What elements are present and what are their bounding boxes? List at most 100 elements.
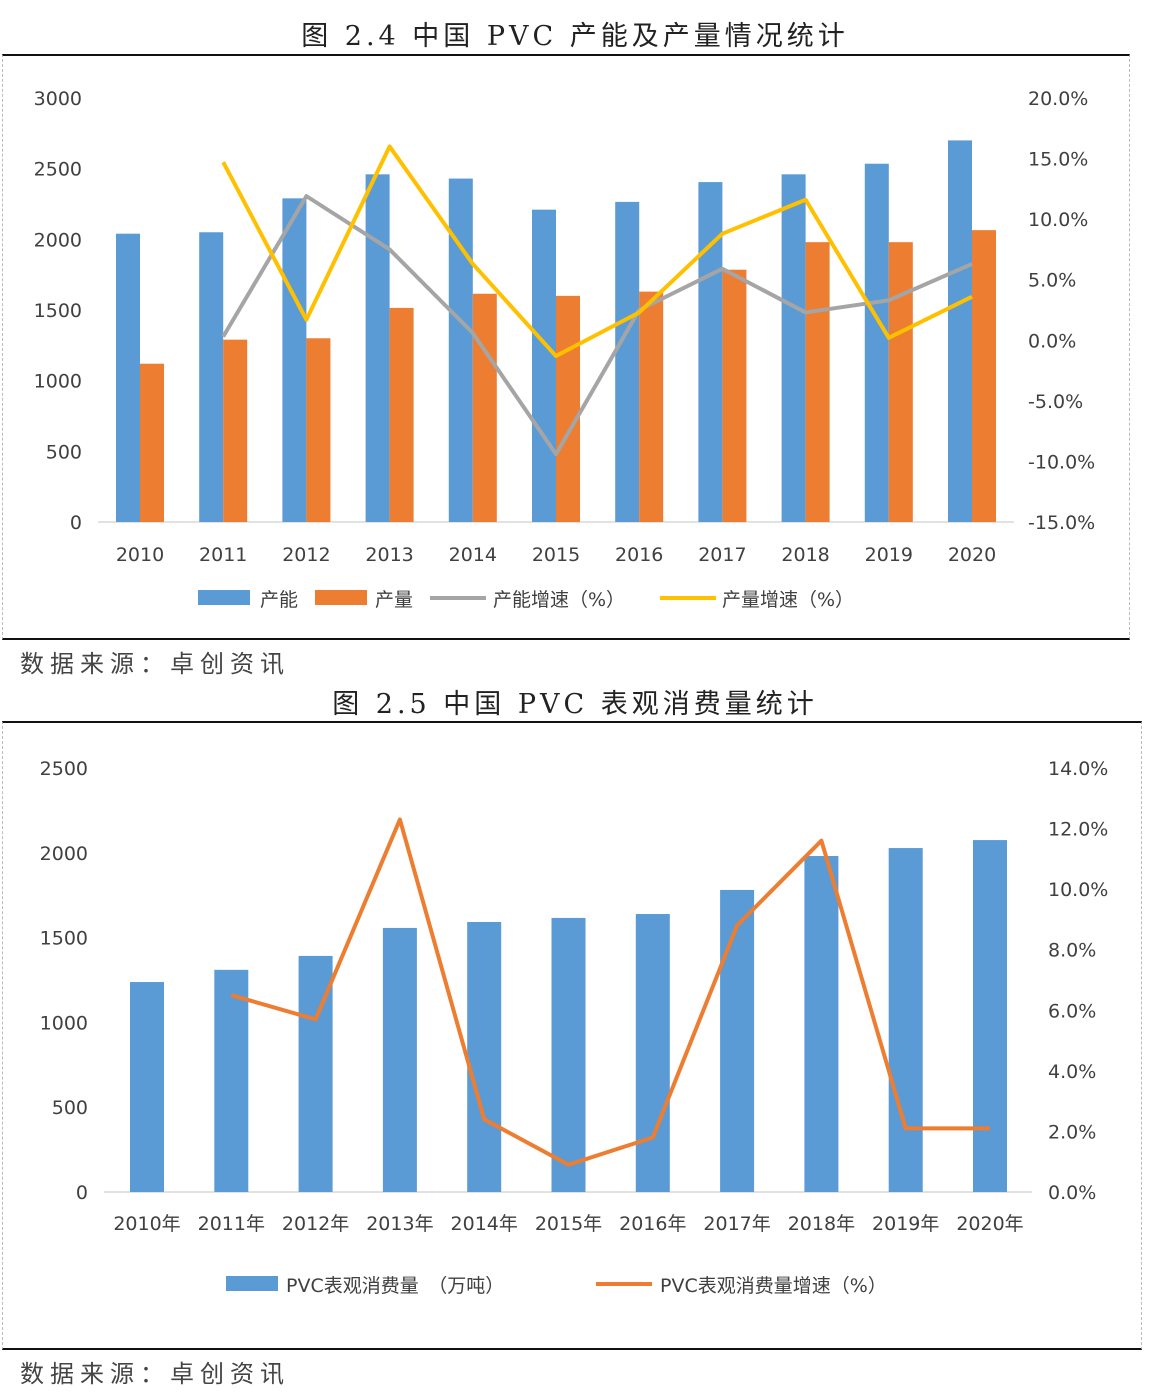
chart1-bar-0 — [948, 140, 972, 522]
chart2-bar-0 — [551, 917, 586, 1192]
chart2-x-tick-label: 2012年 — [282, 1213, 349, 1235]
chart1-right-tick-label: -15.0% — [1028, 512, 1095, 534]
chart1-left-tick-label: 500 — [46, 441, 82, 463]
chart1-legend-swatch — [198, 590, 250, 605]
chart1-bar-0 — [781, 174, 806, 522]
chart1-left-tick-label: 0 — [70, 512, 82, 534]
chart2-legend-label: PVC表观消费量增速（%） — [660, 1275, 887, 1297]
chart1-left-tick-label: 2000 — [34, 229, 82, 251]
chart1-x-tick-label: 2010 — [116, 544, 164, 566]
chart1-legend-swatch — [315, 590, 367, 605]
chart1-bar-1 — [556, 295, 580, 522]
chart1-bar-0 — [698, 182, 723, 523]
chart1-right-tick-label: -5.0% — [1028, 391, 1083, 413]
chart1-x-tick-label: 2013 — [365, 544, 413, 566]
chart1-left-tick-label: 2500 — [34, 159, 82, 181]
chart2-left-tick-label: 2500 — [40, 758, 88, 780]
chart2-legend-swatch — [226, 1276, 278, 1291]
chart1-bar-1 — [888, 242, 913, 522]
chart2-left-tick-label: 1000 — [40, 1012, 88, 1034]
chart1-right-tick-label: 20.0% — [1028, 88, 1088, 110]
chart1-bar-1 — [389, 307, 414, 522]
chart1-right-tick-label: 15.0% — [1028, 149, 1088, 171]
chart2-frame — [2, 721, 1142, 1350]
chart2-left-tick-label: 0 — [76, 1182, 88, 1204]
chart1-right-tick-label: 0.0% — [1028, 330, 1076, 352]
chart2-x-tick-label: 2016年 — [619, 1213, 686, 1235]
chart1-bar-0 — [282, 198, 307, 522]
chart2-bar-0 — [382, 927, 417, 1192]
chart2-right-tick-label: 4.0% — [1048, 1061, 1096, 1083]
chart1-line-2 — [221, 194, 973, 457]
chart1-left-tick-label: 1500 — [34, 300, 82, 322]
chart2-x-tick-label: 2020年 — [956, 1213, 1023, 1235]
chart1-right-tick-label: 10.0% — [1028, 209, 1088, 231]
chart1-bar-0 — [365, 174, 390, 522]
chart1-x-tick-label: 2018 — [781, 544, 829, 566]
chart1-x-tick-label: 2011 — [199, 544, 247, 566]
chart1-bar-0 — [532, 209, 556, 523]
chart2-right-tick-label: 12.0% — [1048, 819, 1108, 841]
chart2-bar-0 — [635, 914, 670, 1192]
chart2-bar-0 — [804, 856, 839, 1192]
chart1-bar-0 — [199, 232, 224, 522]
chart1-right-tick-label: -10.0% — [1028, 451, 1095, 473]
chart2-left-tick-label: 2000 — [40, 843, 88, 865]
chart2-x-tick-label: 2015年 — [535, 1213, 602, 1235]
chart1-x-tick-label: 2019 — [865, 544, 913, 566]
chart1-x-tick-label: 2016 — [615, 544, 663, 566]
chart2-bar-0 — [720, 889, 755, 1192]
chart2-bar-0 — [467, 921, 502, 1192]
chart2-bar-0 — [888, 848, 923, 1192]
chart1-bar-1 — [972, 230, 996, 522]
chart2-x-tick-label: 2013年 — [366, 1213, 433, 1235]
chart2-x-tick-label: 2011年 — [198, 1213, 265, 1235]
chart1-source: 数据来源：卓创资讯 — [20, 650, 290, 678]
chart1-frame — [2, 54, 1130, 640]
chart1-legend-label: 产能增速（%） — [493, 589, 625, 611]
chart2-right-tick-label: 8.0% — [1048, 940, 1096, 962]
chart2-bar-0 — [130, 982, 164, 1192]
chart1-bar-1 — [306, 338, 331, 522]
chart1-line-3 — [221, 144, 973, 359]
chart2-bar-0 — [214, 969, 249, 1192]
chart1-x-tick-label: 2020 — [948, 544, 996, 566]
chart1-bar-1 — [472, 293, 497, 522]
chart1-left-tick-label: 1000 — [34, 371, 82, 393]
chart2-line-1 — [230, 817, 990, 1167]
chart1-x-tick-label: 2012 — [282, 544, 330, 566]
chart2-x-tick-label: 2019年 — [872, 1213, 939, 1235]
chart1-bar-1 — [722, 269, 747, 522]
chart2-right-tick-label: 14.0% — [1048, 758, 1108, 780]
chart1-left-tick-label: 3000 — [34, 88, 82, 110]
chart1-bar-0 — [448, 178, 473, 522]
chart2-left-tick-label: 500 — [52, 1097, 88, 1119]
chart1-bar-0 — [615, 201, 640, 522]
chart1-legend-label: 产能 — [260, 589, 298, 611]
chart2-x-tick-label: 2018年 — [788, 1213, 855, 1235]
chart2-x-tick-label: 2017年 — [703, 1213, 770, 1235]
chart2-x-tick-label: 2010年 — [113, 1213, 180, 1235]
chart1-x-tick-label: 2017 — [698, 544, 746, 566]
chart1-bar-1 — [639, 291, 664, 522]
chart2-title: 图 2.5 中国 PVC 表观消费量统计 — [332, 689, 818, 720]
chart1-legend-label: 产量 — [375, 589, 413, 611]
chart1-x-tick-label: 2015 — [532, 544, 580, 566]
chart1-x-tick-label: 2014 — [449, 544, 497, 566]
chart2-source: 数据来源：卓创资讯 — [20, 1360, 290, 1388]
chart2-legend-label: PVC表观消费量 （万吨） — [286, 1275, 504, 1297]
chart2-left-tick-label: 1500 — [40, 928, 88, 950]
chart1-bar-1 — [805, 242, 830, 522]
chart2-right-tick-label: 0.0% — [1048, 1182, 1096, 1204]
chart1-right-tick-label: 5.0% — [1028, 270, 1076, 292]
chart1-legend-label: 产量增速（%） — [722, 589, 854, 611]
chart1-bar-1 — [223, 339, 248, 522]
chart1-bar-0 — [864, 163, 889, 522]
chart2-x-tick-label: 2014年 — [451, 1213, 518, 1235]
chart2-bar-0 — [973, 840, 1007, 1192]
chart2-right-tick-label: 2.0% — [1048, 1121, 1096, 1143]
chart2-right-tick-label: 10.0% — [1048, 879, 1108, 901]
chart1-title: 图 2.4 中国 PVC 产能及产量情况统计 — [301, 21, 849, 52]
chart2-right-tick-label: 6.0% — [1048, 1000, 1096, 1022]
